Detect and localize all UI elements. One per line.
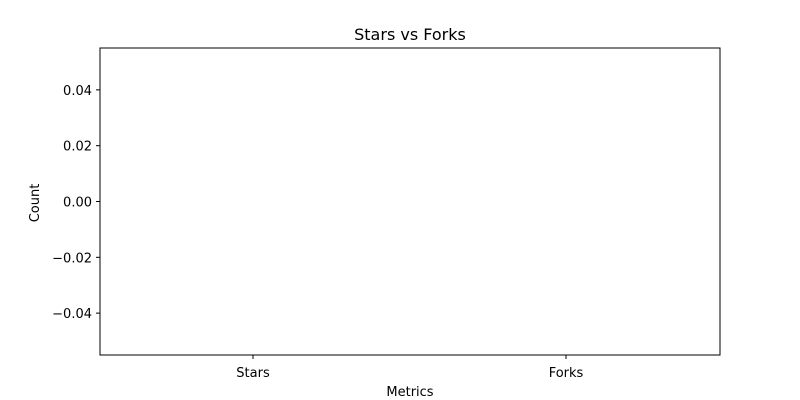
y-tick-label: −0.02: [52, 251, 92, 266]
y-tick-label: 0.02: [63, 140, 92, 155]
x-axis-label: Metrics: [386, 385, 433, 400]
y-tick-label: 0.00: [63, 196, 92, 211]
y-axis: 0.04 0.02 0.00 −0.02 −0.04: [52, 84, 100, 322]
y-tick-label: 0.04: [63, 84, 92, 99]
chart-title: Stars vs Forks: [354, 25, 466, 44]
y-tick-label: −0.04: [52, 307, 92, 322]
x-axis: Stars Forks: [236, 355, 584, 381]
y-axis-label: Count: [28, 184, 43, 223]
x-tick-label-forks: Forks: [549, 366, 584, 381]
x-tick-label-stars: Stars: [236, 366, 270, 381]
axes-frame: [99, 47, 721, 356]
